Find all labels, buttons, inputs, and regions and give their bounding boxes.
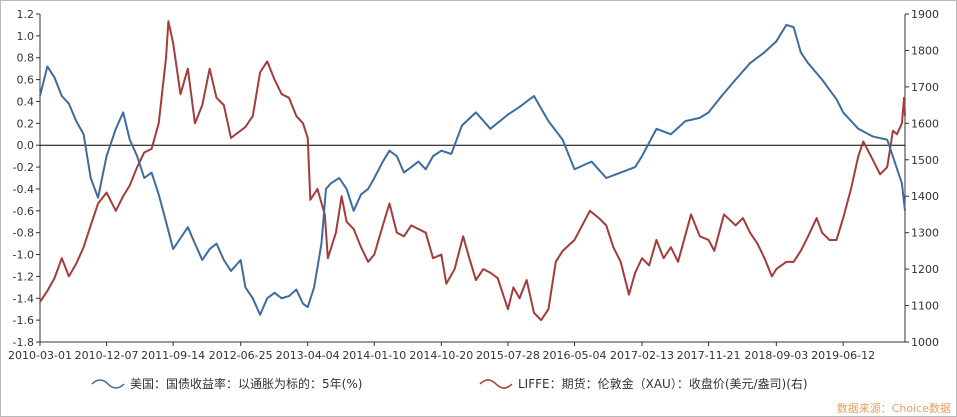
y-left-tick-label: -0.8 (13, 227, 34, 240)
y-right-tick-label: 1800 (911, 44, 939, 57)
y-right-tick-label: 1600 (911, 117, 939, 130)
y-left-tick-label: 0.0 (17, 139, 35, 152)
y-left-tick-label: -1.4 (13, 292, 34, 305)
y-left-tick-label: 0.6 (17, 74, 35, 87)
legend: 美国：国债收益率：以通胀为标的：5年(%) LIFFE：期货：伦敦金（XAU）：… (91, 376, 808, 391)
y-right-tick-label: 1300 (911, 227, 939, 240)
x-tick-label: 2018-09-03 (744, 349, 808, 362)
y-left-tick-label: 1.2 (17, 8, 35, 21)
axes-layer: 1.2 1.0 0.8 0.6 0.4 0.2 0.0 -0.2 -0.4 -0.6 -0.8 -1.… (8, 8, 939, 362)
x-tick-label: 2012-06-25 (209, 349, 273, 362)
x-tick-label: 2010-03-01 (8, 349, 72, 362)
x-tick-label: 2015-07-28 (476, 349, 540, 362)
y-left-tick-label: -0.2 (13, 161, 34, 174)
x-tick-label: 2019-06-12 (811, 349, 875, 362)
y-left-tick-label: -1.2 (13, 270, 34, 283)
y-right-tick-label: 1000 (911, 336, 939, 349)
x-tick-label: 2010-12-07 (75, 349, 139, 362)
y-left-tick-label: -1.0 (13, 249, 34, 262)
legend-label-us-tips-5y: 美国：国债收益率：以通胀为标的：5年(%) (130, 376, 362, 391)
x-tick-label: 2017-11-21 (677, 349, 741, 362)
y-left-tick-label: -1.8 (13, 336, 34, 349)
y-left-tick-label: 0.4 (17, 95, 35, 108)
y-left-tick-label: -0.6 (13, 205, 34, 218)
y-right-tick-label: 1500 (911, 154, 939, 167)
x-tick-label: 2016-05-04 (543, 349, 607, 362)
series-layer (39, 20, 906, 322)
y-left-tick-label: -0.4 (13, 183, 34, 196)
legend-label-liffe-gold: LIFFE：期货：伦敦金（XAU）：收盘价(美元/盎司)(右) (518, 376, 808, 391)
y-right-tick-label: 1400 (911, 190, 939, 203)
x-tick-label: 2014-01-10 (342, 349, 406, 362)
series-us-tips-5y-line (39, 23, 906, 316)
x-tick-label: 2013-04-04 (276, 349, 340, 362)
legend-swatch-us-tips-5y (91, 379, 125, 389)
y-right-tick-label: 1200 (911, 263, 939, 276)
y-left-tick-label: -1.6 (13, 314, 34, 327)
legend-swatch-liffe-gold (479, 379, 513, 389)
x-tick-label: 2017-02-13 (610, 349, 674, 362)
y-right-tick-label: 1100 (911, 300, 939, 313)
y-left-tick-label: 1.0 (17, 30, 35, 43)
source-label: 数据来源：Choice数据 (837, 401, 951, 415)
y-left-tick-label: 0.8 (17, 52, 35, 65)
y-left-tick-label: 0.2 (17, 117, 35, 130)
series-liffe-gold-line (39, 20, 906, 322)
x-tick-label: 2014-10-20 (409, 349, 473, 362)
x-tick-label: 2011-09-14 (141, 349, 205, 362)
y-right-tick-label: 1700 (911, 81, 939, 94)
y-right-tick-label: 1900 (911, 8, 939, 21)
